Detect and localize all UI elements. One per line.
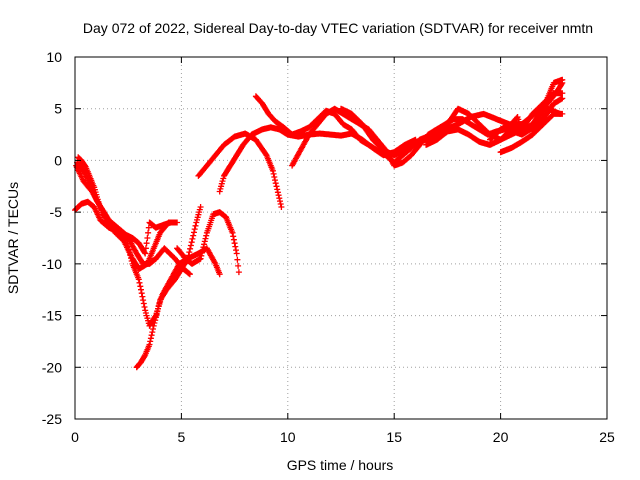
series-points: [195, 130, 285, 210]
x-tick-label: 5: [178, 429, 186, 445]
y-axis-label: SDTVAR / TECUs: [5, 182, 21, 294]
series-points: [497, 110, 566, 156]
x-tick-label: 15: [386, 429, 402, 445]
y-tick-label: 0: [54, 152, 62, 168]
series-13: [497, 110, 566, 156]
series-points: [75, 154, 174, 257]
series-points: [174, 209, 242, 276]
series-points: [133, 204, 204, 371]
y-tick-label: -10: [42, 256, 62, 272]
x-axis-ticks: 0 5 10 15 20 25: [71, 57, 615, 445]
plot-frame: [74, 56, 608, 420]
x-tick-label: 0: [71, 429, 79, 445]
grid-lines: [75, 57, 607, 419]
y-tick-label: -20: [42, 359, 62, 375]
series-10: [338, 90, 566, 159]
series-points: [423, 95, 566, 148]
y-tick-label: -15: [42, 308, 62, 324]
series-4: [133, 204, 204, 371]
x-tick-label: 10: [280, 429, 296, 445]
series-3: [75, 154, 174, 257]
series-points: [338, 90, 566, 159]
series-points: [487, 76, 566, 143]
y-tick-label: 10: [46, 49, 62, 65]
x-tick-label: 25: [599, 429, 615, 445]
series-6: [195, 130, 285, 210]
series-points: [74, 159, 223, 329]
series-12: [487, 76, 566, 143]
chart-title: Day 072 of 2022, Sidereal Day-to-day VTE…: [83, 20, 593, 36]
data-points: [72, 76, 566, 371]
x-axis-label: GPS time / hours: [287, 457, 394, 473]
y-tick-label: -5: [50, 204, 63, 220]
series-5: [174, 209, 242, 276]
y-tick-label: 5: [54, 101, 62, 117]
series-1: [74, 159, 223, 329]
y-axis-ticks: -25 -20 -15 -10 -5 0 5 10: [42, 49, 607, 427]
series-11: [423, 95, 566, 148]
y-tick-label: -25: [42, 411, 62, 427]
x-tick-label: 20: [493, 429, 509, 445]
